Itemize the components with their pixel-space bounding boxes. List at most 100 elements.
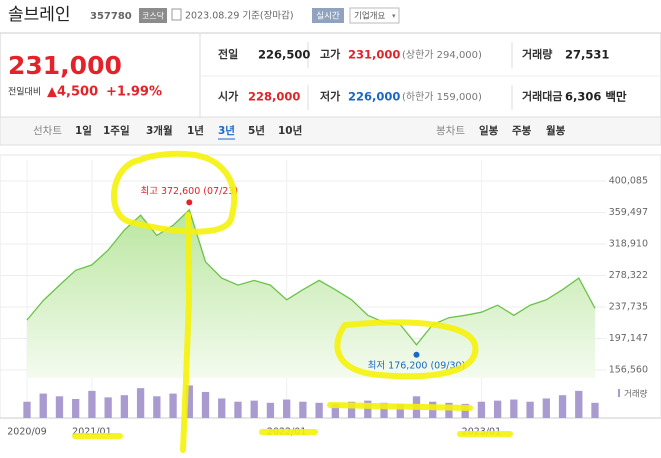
quote-value: 231,000 xyxy=(348,48,400,62)
y-tick-label: 318,910 xyxy=(609,239,648,250)
price-line xyxy=(26,208,596,346)
volume-bar xyxy=(347,401,356,418)
stock-code: 357780 xyxy=(90,11,132,22)
tab[interactable]: 5년 xyxy=(248,124,265,137)
tab[interactable]: 일봉 xyxy=(479,124,499,137)
volume-bar xyxy=(201,391,210,418)
quote-label: 고가 xyxy=(320,47,340,61)
y-tick-label: 197,147 xyxy=(609,333,648,344)
tab[interactable]: 주봉 xyxy=(512,125,532,137)
volume-bar xyxy=(185,385,193,418)
volume-bar xyxy=(218,398,226,418)
scribble xyxy=(111,150,238,235)
volume-bar xyxy=(250,400,258,418)
extreme-point xyxy=(186,199,193,206)
legend-label: 거래량 xyxy=(624,389,648,400)
volume-bar xyxy=(461,403,469,418)
x-tick-label: 2020/09 xyxy=(7,427,46,438)
quote-value: 228,000 xyxy=(248,90,300,104)
quote-value: 226,000 xyxy=(348,90,400,104)
scribble xyxy=(180,212,193,453)
tab-bar xyxy=(0,116,661,146)
tab[interactable]: 1일 xyxy=(75,124,92,137)
annotation: 최저 176,200 (09/30) xyxy=(368,360,466,371)
quote-label: 거래대금 xyxy=(522,89,562,103)
tab[interactable]: 1주일 xyxy=(103,124,130,137)
volume-bar xyxy=(39,393,47,418)
volume-bar xyxy=(380,402,388,418)
volume-bar xyxy=(120,395,129,418)
volume-bar xyxy=(169,393,177,418)
current-price: 231,000 xyxy=(8,51,122,80)
quote-note: (상한가 294,000) xyxy=(402,49,482,61)
volume-bar xyxy=(510,399,518,418)
quote-label: 거래량 xyxy=(522,47,552,61)
volume-bar xyxy=(104,397,112,418)
volume-bar xyxy=(266,402,275,418)
quote-label: 전일 xyxy=(218,47,238,61)
volume-bar xyxy=(299,401,307,418)
volume-bar xyxy=(88,390,96,418)
volume-bar xyxy=(558,395,567,418)
annotation: 최고 372,600 (07/23) xyxy=(140,186,238,197)
change-label: 전일대비 xyxy=(8,87,41,98)
volume-bar xyxy=(493,400,502,418)
x-tick-label: 2021/01 xyxy=(72,427,111,438)
tab-group-label: 선차트 xyxy=(33,125,62,137)
dropdown-icon[interactable]: ▾ xyxy=(392,12,396,20)
volume-bar xyxy=(153,396,161,418)
calendar-icon xyxy=(171,8,182,21)
overview-button[interactable] xyxy=(349,7,400,24)
date: 2023.08.29 기준(장마감) xyxy=(185,10,294,22)
volume-bar xyxy=(136,388,145,418)
realtime-badge[interactable] xyxy=(312,8,344,23)
tab[interactable]: 월봉 xyxy=(546,124,566,137)
volume-bar xyxy=(331,403,339,418)
tabs: 선차트 1일 1주일 3개월 1년 3년 5년 10년 봉차트 일봉 주봉 월봉 xyxy=(33,124,566,140)
realtime[interactable]: 실시간 xyxy=(316,11,340,22)
quote-label: 저가 xyxy=(320,89,340,103)
volume-bar xyxy=(396,403,404,418)
quote-value: 226,500 xyxy=(258,48,310,62)
volume-bar xyxy=(234,401,242,418)
quote-value: 27,531 xyxy=(565,48,609,62)
legend-swatch xyxy=(618,389,620,397)
price-area xyxy=(27,209,595,378)
volume-bar xyxy=(23,401,31,418)
extreme-point xyxy=(413,351,420,358)
change-rate: +1.99% xyxy=(106,85,162,100)
stock-name: 솔브레인 xyxy=(8,5,71,25)
y-tick-label: 400,085 xyxy=(609,176,648,187)
y-tick-label: 278,322 xyxy=(609,270,648,281)
tab[interactable]: 3개월 xyxy=(146,124,173,137)
overview[interactable]: 기업개요 xyxy=(354,11,385,22)
tab-group-label: 봉차트 xyxy=(436,125,465,137)
tab[interactable]: 1년 xyxy=(187,124,204,137)
scribble xyxy=(334,319,479,380)
quote-box xyxy=(0,32,661,118)
volume-bar xyxy=(315,402,323,418)
volume-bar xyxy=(477,401,486,418)
y-tick-label: 359,497 xyxy=(609,207,648,218)
highlighter xyxy=(72,150,513,453)
tab[interactable]: 10년 xyxy=(278,124,302,137)
volume-bar xyxy=(526,401,534,418)
volume-bar xyxy=(283,399,291,418)
scribble xyxy=(72,402,513,439)
market-badge xyxy=(139,8,167,23)
volume-bar xyxy=(575,390,583,418)
quote-note: (하한가 159,000) xyxy=(402,90,482,103)
change: ▲4,500 xyxy=(47,85,98,100)
volume-bar xyxy=(591,402,599,418)
quote-label: 시가 xyxy=(218,89,238,103)
tab[interactable]: 3년 xyxy=(218,124,235,137)
volume-bar xyxy=(542,398,550,418)
y-tick-label: 156,560 xyxy=(609,365,648,376)
quote-table: 전일 226,500 고가 231,000 (상한가 294,000) 거래량 27,531… xyxy=(218,47,627,104)
chart: 156,560 197,147 237,735 278,322 318,910 359,4… xyxy=(0,154,661,438)
volume-bar xyxy=(364,400,372,418)
quote-value: 6,306 백만 xyxy=(565,90,627,104)
volume-bar xyxy=(72,399,80,418)
y-tick-label: 237,735 xyxy=(609,302,648,313)
